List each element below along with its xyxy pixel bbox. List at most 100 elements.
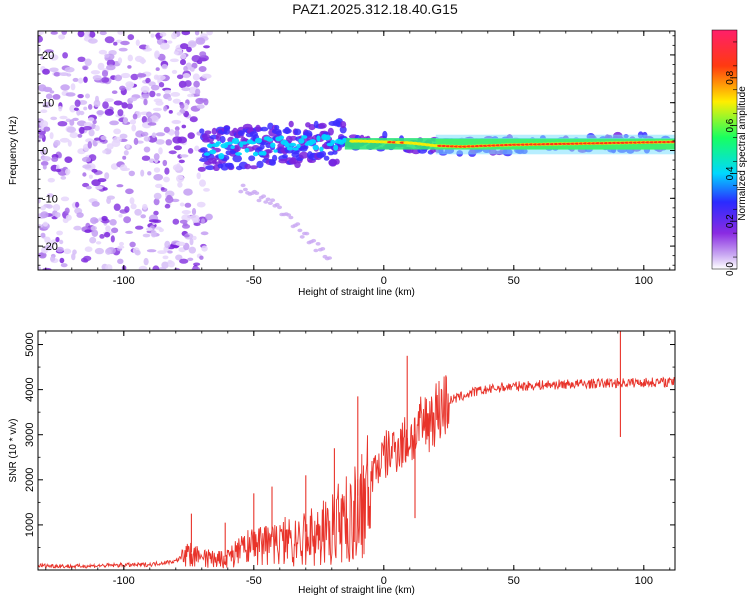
snr-background: [38, 331, 675, 570]
noise-blob: [54, 212, 61, 218]
ridge-halo-blob: [382, 130, 388, 139]
y-tick-label: 0: [42, 146, 48, 158]
noise-blob: [69, 132, 79, 139]
ridge-halo-blob: [199, 158, 209, 162]
noise-blob: [120, 40, 130, 46]
noise-blob: [199, 255, 204, 260]
noise-blob: [176, 111, 182, 116]
ridge-halo-blob: [211, 127, 217, 135]
noise-blob: [132, 113, 138, 120]
noise-blob: [71, 253, 76, 261]
noise-blob: [83, 76, 88, 83]
noise-blob: [70, 83, 76, 91]
noise-blob: [64, 156, 73, 163]
noise-blob: [119, 241, 124, 246]
noise-blob: [141, 93, 150, 99]
noise-blob: [66, 126, 77, 133]
noise-blob: [164, 167, 170, 175]
noise-blob: [167, 40, 173, 44]
noise-blob: [187, 148, 194, 154]
noise-blob: [181, 31, 191, 36]
ridge-halo-blob: [237, 130, 245, 136]
noise-blob: [198, 66, 207, 72]
noise-blob: [153, 198, 160, 206]
noise-blob: [155, 183, 163, 189]
ridge-core-blob: [235, 152, 242, 156]
noise-blob: [82, 172, 87, 177]
noise-blob: [172, 136, 183, 144]
y-axis-label: Frequency (Hz): [8, 116, 19, 185]
noise-blob: [40, 109, 48, 113]
noise-blob: [90, 225, 98, 231]
noise-blob: [174, 129, 180, 137]
noise-blob: [69, 119, 75, 126]
noise-blob: [83, 259, 89, 263]
noise-blob: [72, 77, 79, 82]
noise-blob: [163, 126, 170, 133]
noise-blob: [63, 248, 72, 255]
noise-blob: [98, 49, 108, 55]
noise-blob: [44, 49, 54, 53]
noise-blob: [111, 227, 119, 234]
noise-blob: [88, 104, 93, 110]
secondary-trace-blob: [297, 228, 303, 233]
noise-blob: [94, 125, 100, 132]
noise-blob: [168, 110, 173, 114]
secondary-trace-blob: [263, 200, 269, 204]
noise-blob: [179, 103, 185, 109]
x-axis-label: Height of straight line (km): [298, 287, 415, 298]
noise-blob: [196, 172, 201, 180]
secondary-trace-blob: [327, 256, 332, 260]
secondary-trace-blob: [240, 183, 246, 188]
noise-blob: [127, 54, 133, 62]
noise-blob: [69, 104, 77, 113]
noise-blob: [104, 172, 110, 180]
page-title: PAZ1.2025.312.18.40.G15: [292, 1, 458, 17]
noise-blob: [123, 150, 129, 156]
ridge-core-blob: [319, 146, 324, 152]
noise-blob: [179, 154, 189, 158]
noise-blob: [119, 85, 126, 91]
ridge-halo-blob: [232, 154, 242, 163]
noise-blob: [128, 170, 135, 177]
noise-blob: [195, 88, 201, 96]
noise-blob: [161, 64, 168, 70]
noise-blob: [83, 106, 88, 111]
secondary-trace-blob: [254, 191, 260, 195]
noise-blob: [187, 93, 195, 98]
x-tick-label: 0: [381, 275, 387, 287]
ridge-halo-blob: [244, 163, 251, 170]
noise-blob: [82, 164, 92, 169]
ridge-halo-blob: [339, 126, 347, 134]
ridge-halo-blob: [318, 150, 327, 158]
noise-blob: [159, 32, 167, 37]
noise-blob: [173, 51, 179, 55]
noise-blob: [140, 169, 145, 177]
ridge-core-blob: [278, 135, 285, 140]
ridge-halo-blob: [233, 144, 241, 152]
ridge-core-blob: [215, 141, 222, 145]
noise-blob: [134, 208, 142, 216]
noise-blob: [201, 73, 212, 79]
noise-blob: [143, 257, 149, 266]
noise-blob: [94, 185, 103, 190]
noise-blob: [168, 150, 177, 155]
noise-blob: [102, 187, 108, 191]
secondary-trace-blob: [242, 187, 248, 192]
noise-blob: [172, 120, 180, 124]
noise-blob: [184, 80, 192, 87]
colorbar-tick-label: 0.2: [725, 214, 736, 228]
noise-blob: [192, 217, 200, 223]
noise-blob: [124, 206, 130, 213]
noise-blob: [176, 74, 184, 80]
noise-blob: [102, 150, 107, 154]
x-tick-label: 0: [381, 575, 387, 587]
noise-blob: [77, 56, 86, 62]
secondary-trace-blob: [304, 231, 310, 236]
noise-blob: [172, 164, 182, 171]
noise-blob: [45, 93, 53, 100]
noise-blob: [52, 204, 61, 211]
noise-blob: [92, 139, 98, 147]
noise-blob: [104, 98, 114, 103]
